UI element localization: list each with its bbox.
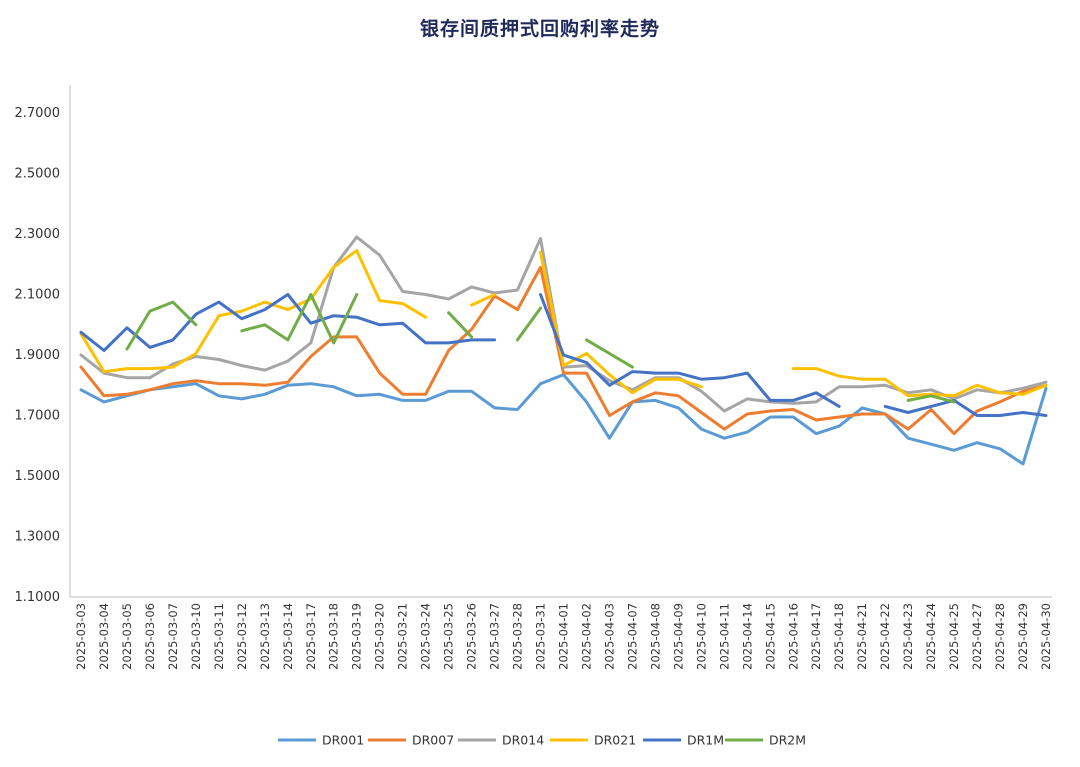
x-tick-label: 2025-04-23 (901, 603, 915, 670)
y-tick-label: 1.7000 (15, 409, 61, 424)
y-tick-label: 2.3000 (15, 227, 61, 242)
x-tick-label: 2025-04-02 (579, 603, 593, 670)
legend-label: DR014 (502, 733, 544, 748)
x-tick-label: 2025-04-08 (648, 603, 662, 670)
legend-item-dr001: DR001 (278, 733, 364, 748)
x-tick-label: 2025-03-27 (488, 603, 502, 670)
series-dr2m (125, 293, 956, 404)
series-dr001 (79, 373, 1048, 466)
x-tick-label: 2025-04-03 (602, 603, 616, 670)
x-tick-label: 2025-03-17 (304, 603, 318, 670)
legend-label: DR021 (594, 733, 636, 748)
x-tick-label: 2025-03-20 (373, 603, 387, 670)
x-tick-label: 2025-04-21 (855, 603, 869, 670)
legend-item-dr2m: DR2M (725, 733, 806, 748)
x-tick-label: 2025-03-19 (350, 603, 364, 670)
x-tick-label: 2025-04-29 (1016, 603, 1030, 670)
y-tick-label: 2.1000 (15, 288, 61, 303)
x-tick-label: 2025-03-06 (143, 603, 157, 670)
x-tick-label: 2025-04-14 (740, 603, 754, 670)
x-tick-label: 2025-04-25 (947, 603, 961, 670)
legend: DR001 DR007 DR014 DR021 DR1M DR2M (278, 733, 806, 748)
x-tick-label: 2025-04-09 (671, 603, 685, 670)
x-tick-label: 2025-04-22 (878, 603, 892, 670)
x-tick-label: 2025-04-27 (970, 603, 984, 670)
x-axis-ticks: 2025-03-03 2025-03-04 2025-03-05 2025-03-06… (74, 603, 1053, 670)
chart-title: 银存间质押式回购利率走势 (419, 18, 660, 40)
x-tick-label: 2025-03-05 (120, 603, 134, 670)
y-tick-label: 2.7000 (15, 106, 61, 121)
x-tick-label: 2025-03-14 (281, 603, 295, 670)
x-tick-label: 2025-03-11 (212, 603, 226, 670)
x-tick-label: 2025-04-01 (557, 603, 571, 670)
legend-label: DR1M (687, 733, 724, 748)
legend-item-dr021: DR021 (550, 733, 636, 748)
x-tick-label: 2025-04-30 (1039, 603, 1053, 670)
x-tick-label: 2025-03-26 (465, 603, 479, 670)
y-tick-label: 1.5000 (15, 469, 61, 484)
x-tick-label: 2025-03-28 (511, 603, 525, 670)
x-tick-label: 2025-03-13 (258, 603, 272, 670)
legend-label: DR2M (769, 733, 806, 748)
y-tick-label: 1.3000 (15, 530, 61, 545)
x-tick-label: 2025-03-04 (97, 603, 111, 670)
series-line-dr2m (125, 293, 956, 404)
series-line-dr007 (79, 265, 1048, 436)
legend-item-dr014: DR014 (458, 733, 544, 748)
series-dr021 (79, 249, 1048, 398)
y-tick-label: 2.5000 (15, 167, 61, 182)
legend-label: DR001 (322, 733, 364, 748)
series-lines (79, 235, 1048, 466)
x-tick-label: 2025-03-03 (74, 603, 88, 670)
x-tick-label: 2025-04-28 (993, 603, 1007, 670)
x-tick-label: 2025-04-16 (786, 603, 800, 670)
x-tick-label: 2025-03-12 (235, 603, 249, 670)
x-tick-label: 2025-03-25 (442, 603, 456, 670)
series-line-dr1m (79, 293, 1048, 417)
axes (69, 85, 1052, 598)
x-tick-label: 2025-03-18 (327, 603, 341, 670)
x-tick-label: 2025-03-10 (189, 603, 203, 670)
series-line-dr021 (79, 249, 1048, 398)
x-tick-label: 2025-03-24 (419, 603, 433, 670)
x-tick-label: 2025-04-10 (694, 603, 708, 670)
series-line-dr001 (79, 373, 1048, 466)
x-tick-label: 2025-04-17 (809, 603, 823, 670)
x-tick-label: 2025-04-24 (924, 603, 938, 670)
legend-item-dr007: DR007 (368, 733, 454, 748)
x-tick-label: 2025-04-11 (717, 603, 731, 670)
x-tick-label: 2025-04-18 (832, 603, 846, 670)
x-tick-label: 2025-03-31 (534, 603, 548, 670)
series-dr007 (79, 265, 1048, 436)
legend-label: DR007 (412, 733, 454, 748)
legend-item-dr1m: DR1M (643, 733, 724, 748)
y-tick-label: 1.9000 (15, 348, 61, 363)
series-dr1m (79, 293, 1048, 417)
x-tick-label: 2025-04-07 (625, 603, 639, 670)
y-axis-ticks: 1.1000 1.3000 1.5000 1.7000 1.9000 2.1000 2.30… (15, 106, 61, 605)
x-tick-label: 2025-04-15 (763, 603, 777, 670)
x-tick-label: 2025-03-07 (166, 603, 180, 670)
x-tick-label: 2025-03-21 (396, 603, 410, 670)
y-tick-label: 1.1000 (15, 590, 61, 605)
